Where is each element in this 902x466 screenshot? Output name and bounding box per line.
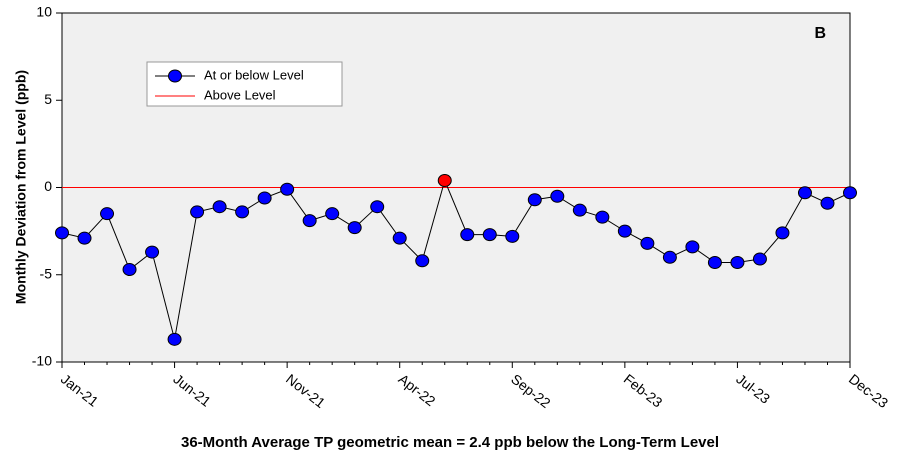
- x-tick-label: Dec-23: [846, 371, 892, 412]
- data-point: [370, 200, 385, 214]
- y-tick-label: -10: [32, 353, 52, 369]
- data-point: [100, 207, 115, 221]
- y-tick-label: 0: [44, 178, 52, 194]
- x-tick-label: Jan-21: [58, 371, 102, 410]
- x-tick-label: Nov-21: [283, 371, 329, 412]
- data-point: [505, 229, 520, 243]
- y-axis-title: Monthly Deviation from Level (ppb): [13, 70, 29, 304]
- data-point: [77, 231, 92, 245]
- data-point: [482, 228, 497, 242]
- legend: At or below Level Above Level: [146, 61, 343, 107]
- data-point: [347, 221, 362, 235]
- data-point: [145, 245, 160, 259]
- y-tick-label: 10: [36, 4, 52, 20]
- data-point: [302, 214, 317, 228]
- x-tick-label: Feb-23: [621, 371, 666, 411]
- data-point: [437, 174, 452, 188]
- data-point: [167, 332, 182, 346]
- data-point: [617, 224, 632, 238]
- data-point: [257, 191, 272, 205]
- legend-marker: [168, 69, 182, 83]
- data-point: [707, 256, 722, 270]
- x-tick-label: Sep-22: [508, 371, 554, 412]
- data-point: [595, 210, 610, 224]
- legend-label: Above Level: [204, 87, 276, 102]
- data-point: [685, 240, 700, 254]
- annotation: B: [814, 25, 826, 42]
- data-point: [820, 196, 835, 210]
- caption: 36-Month Average TP geometric mean = 2.4…: [181, 434, 719, 451]
- data-point: [640, 236, 655, 250]
- data-point: [662, 250, 677, 264]
- data-point: [460, 228, 475, 242]
- data-point: [775, 226, 790, 240]
- x-tick-label: Apr-22: [396, 371, 439, 410]
- x-tick-label: Jun-21: [170, 371, 214, 410]
- data-point: [527, 193, 542, 207]
- data-point: [212, 200, 227, 214]
- data-point: [325, 207, 340, 221]
- data-point: [797, 186, 812, 200]
- data-point: [415, 254, 430, 268]
- data-point: [122, 263, 137, 277]
- legend-box: [146, 61, 343, 107]
- legend-label: At or below Level: [204, 67, 304, 82]
- data-point: [730, 256, 745, 270]
- data-point: [550, 189, 565, 203]
- x-tick-label: Jul-23: [733, 371, 773, 407]
- data-point: [572, 203, 587, 217]
- data-point: [843, 186, 857, 200]
- y-tick-label: -5: [40, 265, 53, 281]
- data-point: [190, 205, 205, 219]
- y-tick-label: 5: [44, 91, 52, 107]
- data-point: [55, 226, 69, 240]
- data-point: [392, 231, 407, 245]
- data-point: [280, 182, 295, 196]
- data-point: [235, 205, 250, 219]
- data-point: [752, 252, 767, 266]
